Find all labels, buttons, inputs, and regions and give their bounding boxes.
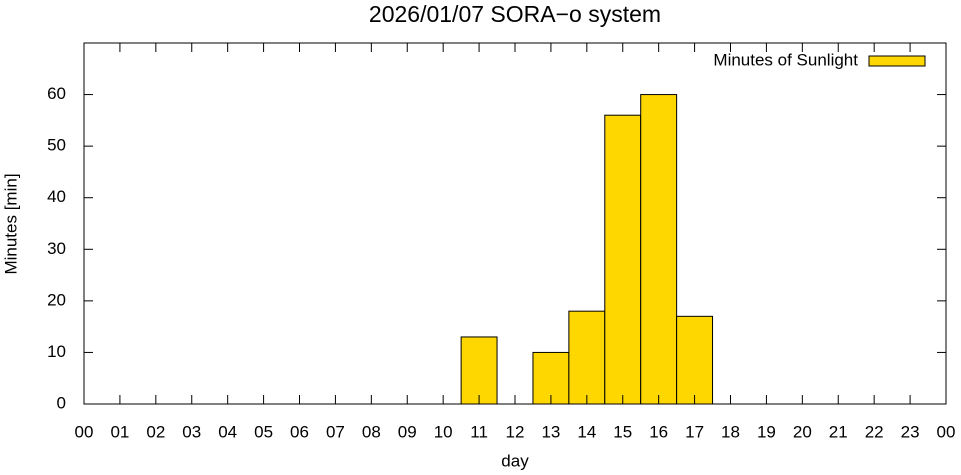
x-tick-label: 21: [829, 422, 848, 441]
x-tick-label: 19: [757, 422, 776, 441]
x-tick-label: 13: [541, 422, 560, 441]
x-tick-label: 14: [577, 422, 596, 441]
bar: [676, 315, 714, 405]
x-tick-label: 08: [362, 422, 381, 441]
chart-title: 2026/01/07 SORA−o system: [369, 1, 661, 27]
x-axis-label: day: [501, 451, 529, 470]
bar: [640, 94, 678, 405]
y-tick-label: 10: [47, 342, 66, 361]
bar: [568, 310, 606, 405]
x-tick-label: 20: [793, 422, 812, 441]
y-tick-label: 0: [57, 393, 66, 412]
x-tick-label: 05: [254, 422, 273, 441]
x-tick-label: 01: [110, 422, 129, 441]
x-tick-label: 02: [146, 422, 165, 441]
x-tick-label: 16: [649, 422, 668, 441]
x-tick-label: 18: [721, 422, 740, 441]
x-tick-label: 12: [506, 422, 525, 441]
x-tick-label: 07: [326, 422, 345, 441]
y-tick-label: 20: [47, 290, 66, 309]
x-tick-label: 11: [470, 422, 488, 441]
y-tick-label: 30: [47, 239, 66, 258]
x-tick-label: 09: [398, 422, 417, 441]
x-tick-label: 04: [218, 422, 237, 441]
x-tick-label: 10: [434, 422, 453, 441]
y-tick-label: 50: [47, 136, 66, 155]
y-tick-label: 40: [47, 187, 66, 206]
bar: [460, 336, 498, 405]
y-axis-label: Minutes [min]: [1, 173, 20, 274]
x-tick-label: 22: [865, 422, 884, 441]
y-tick-label: 60: [47, 84, 66, 103]
x-tick-label: 15: [613, 422, 632, 441]
x-tick-label: 17: [685, 422, 704, 441]
plot-frame: [83, 42, 947, 405]
x-tick-label: 00: [937, 422, 956, 441]
legend-label: Minutes of Sunlight: [713, 50, 858, 69]
x-tick-label: 00: [75, 422, 94, 441]
x-tick-label: 06: [290, 422, 309, 441]
x-tick-label: 03: [182, 422, 201, 441]
x-tick-label: 23: [901, 422, 920, 441]
legend-swatch: [868, 55, 926, 67]
bar: [604, 114, 642, 405]
